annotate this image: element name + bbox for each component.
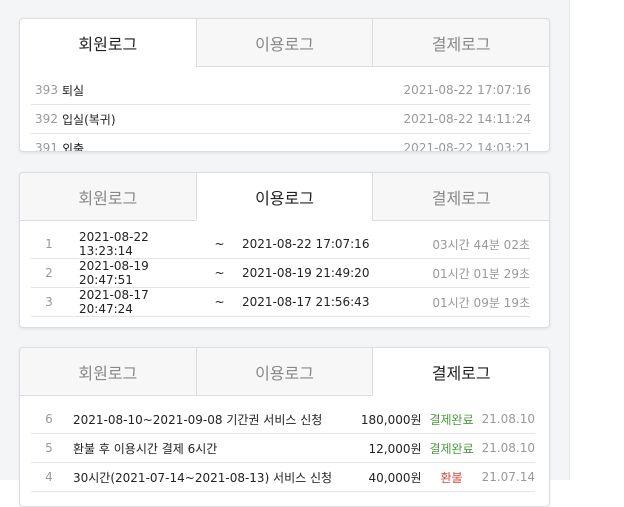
separator: ~ [214,295,225,309]
usage-log-card: 회원로그 이용로그 결제로그 1 2021-08-22 13:23:14 ~2021… [19,172,550,328]
duration: 01시간 09분 19초 [432,295,530,310]
amount: 12,000원 [368,441,422,456]
tab-usage-log[interactable]: 이용로그 [195,19,373,67]
description: 30시간(2021-07-14~2021-08-13) 서비스 신청 [73,470,333,485]
row-number: 2 [45,266,53,280]
date: 21.08.10 [481,412,535,426]
description: 2021-08-10~2021-09-08 기간권 서비스 신청 [73,412,323,427]
status-badge: 환불 [440,470,463,485]
row-number: 1 [45,237,53,251]
list-item: 393 퇴실 2021-08-22 17:07:16 [31,76,531,105]
tab-member-log[interactable]: 회원로그 [20,19,196,67]
tab-usage-log[interactable]: 이용로그 [195,173,373,221]
start-time: 2021-08-17 20:47:24 [79,288,149,316]
row-number: 5 [45,441,53,455]
list-item: 2 2021-08-19 20:47:51 ~2021-08-19 21:49:20… [31,259,530,288]
end-time: 2021-08-22 17:07:16 [242,237,370,251]
list-item: 1 2021-08-22 13:23:14 ~2021-08-22 17:07:16… [31,230,530,259]
date: 21.08.10 [481,441,535,455]
tab-bar: 회원로그 이용로그 결제로그 [20,348,549,396]
event: 외출 [62,141,85,152]
list-item: 6 2021-08-10~2021-09-08 기간권 서비스 신청 180,000… [31,405,535,434]
event: 퇴실 [62,83,85,98]
row-number: 3 [45,295,53,309]
status-badge: 결제완료 [429,412,474,427]
timestamp: 2021-08-22 14:03:21 [403,141,531,152]
timestamp: 2021-08-22 14:11:24 [403,112,531,126]
tab-payment-log[interactable]: 결제로그 [372,348,549,396]
amount: 180,000원 [360,412,422,427]
payment-log-list: 6 2021-08-10~2021-09-08 기간권 서비스 신청 180,000… [20,396,549,492]
list-item: 3 2021-08-17 20:47:24 ~2021-08-17 21:56:43… [31,288,530,317]
row-number: 392 [35,112,58,126]
date: 21.07.14 [481,470,535,484]
event: 입실(복귀) [62,112,116,127]
end-time: 2021-08-17 21:56:43 [242,295,370,309]
list-item: 391 외출 2021-08-22 14:03:21 [31,134,531,152]
tab-usage-log[interactable]: 이용로그 [195,348,373,396]
description: 환불 후 이용시간 결제 6시간 [73,441,218,456]
member-log-list[interactable]: 393 퇴실 2021-08-22 17:07:16 392 입실(복귀) 2021-0… [20,67,549,152]
row-number: 391 [35,141,58,152]
amount: 40,000원 [368,470,422,485]
row-number: 4 [45,470,53,484]
duration: 01시간 01분 29초 [432,266,530,281]
list-item: 5 환불 후 이용시간 결제 6시간 12,000원 결제완료 21.08.10 [31,434,535,463]
duration: 03시간 44분 02초 [432,237,530,252]
row-number: 393 [35,83,58,97]
tab-payment-log[interactable]: 결제로그 [372,173,549,221]
end-time: 2021-08-19 21:49:20 [242,266,370,280]
tab-member-log[interactable]: 회원로그 [20,348,196,396]
payment-log-card: 회원로그 이용로그 결제로그 6 2021-08-10~2021-09-08 기간… [19,347,550,507]
list-item: 392 입실(복귀) 2021-08-22 14:11:24 [31,105,531,134]
separator: ~ [214,266,225,280]
list-item: 4 30시간(2021-07-14~2021-08-13) 서비스 신청 40,00… [31,463,535,492]
tab-bar: 회원로그 이용로그 결제로그 [20,19,549,67]
start-time: 2021-08-22 13:23:14 [79,230,149,258]
tab-bar: 회원로그 이용로그 결제로그 [20,173,549,221]
timestamp: 2021-08-22 17:07:16 [403,83,531,97]
usage-log-list: 1 2021-08-22 13:23:14 ~2021-08-22 17:07:16… [20,221,549,317]
tab-payment-log[interactable]: 결제로그 [372,19,549,67]
member-log-card: 회원로그 이용로그 결제로그 393 퇴실 2021-08-22 17:07:16 … [19,18,550,152]
status-badge: 결제완료 [429,441,474,456]
row-number: 6 [45,412,53,426]
start-time: 2021-08-19 20:47:51 [79,259,149,287]
tab-member-log[interactable]: 회원로그 [20,173,196,221]
separator: ~ [214,237,225,251]
